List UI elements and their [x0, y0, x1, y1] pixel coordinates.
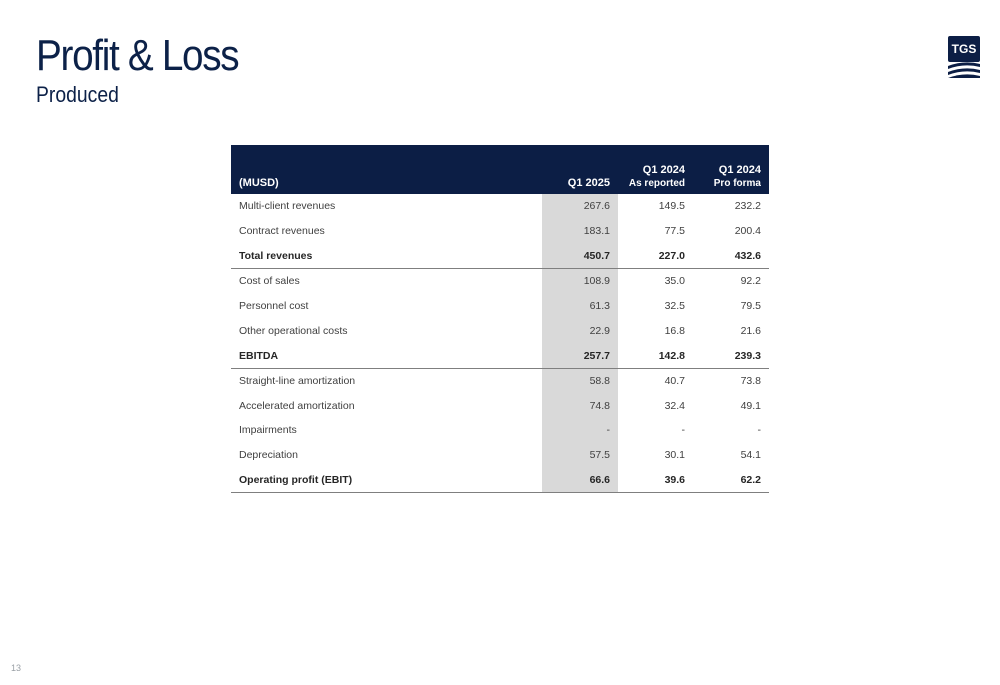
row-value: 183.1: [542, 218, 618, 244]
profit-loss-table: (MUSD) Q1 2025 Q1 2024 As reported Q1 20…: [231, 145, 769, 494]
page-number: 13: [11, 663, 22, 673]
row-value: 232.2: [734, 200, 761, 213]
row-value: 149.5: [658, 200, 685, 213]
row-value: -: [681, 424, 686, 437]
table-row: Cost of sales 108.9 35.0 92.2: [231, 268, 769, 294]
row-value: 66.6: [542, 467, 618, 494]
row-label: Impairments: [239, 424, 297, 437]
row-value: 62.2: [693, 467, 769, 494]
row-label: Cost of sales: [239, 275, 300, 288]
row-value: -: [757, 424, 762, 437]
logo-text: TGS: [952, 42, 977, 56]
table-row: Other operational costs 22.9 16.8 21.6: [231, 318, 769, 344]
row-value: 74.8: [542, 393, 618, 419]
header-col-title: Q1 2025: [567, 177, 610, 189]
header-col-title: Q1 2024: [718, 164, 761, 176]
row-label: Other operational costs: [239, 324, 348, 337]
row-value: 200.4: [734, 225, 761, 238]
table-row: Accelerated amortization 74.8 32.4 49.1: [231, 393, 769, 419]
header-col-title: Q1 2024: [642, 164, 685, 176]
row-label: Operating profit (EBIT): [231, 467, 542, 494]
page-title: Profit & Loss: [36, 31, 240, 80]
table-row: Contract revenues 183.1 77.5 200.4: [231, 218, 769, 244]
table-row: Depreciation 57.5 30.1 54.1: [231, 442, 769, 468]
row-value: -: [542, 418, 618, 443]
row-value: 57.5: [542, 442, 618, 468]
row-value: 142.8: [618, 343, 693, 369]
page-subtitle: Produced: [36, 82, 119, 107]
table-row: Multi-client revenues 267.6 149.5 232.2: [231, 194, 769, 219]
row-label: Accelerated amortization: [239, 399, 355, 412]
row-value: 22.9: [542, 318, 618, 344]
row-value: 450.7: [542, 243, 618, 270]
header-col-q1-2024-proforma: Q1 2024 Pro forma: [693, 145, 769, 194]
row-value: 239.3: [693, 343, 769, 369]
row-label: Straight-line amortization: [239, 374, 356, 387]
row-label: Total revenues: [231, 243, 542, 270]
header-unit-label: (MUSD): [239, 177, 279, 189]
row-value: 257.7: [542, 343, 618, 369]
row-label: Multi-client revenues: [239, 200, 336, 213]
row-value: 58.8: [542, 368, 618, 394]
row-label: EBITDA: [231, 343, 542, 369]
row-label: Contract revenues: [239, 225, 325, 238]
row-value: 432.6: [693, 243, 769, 270]
header-col-subtitle: As reported: [628, 178, 685, 189]
tgs-logo: TGS: [948, 36, 980, 78]
row-value: 267.6: [542, 194, 618, 219]
row-value: 21.6: [740, 324, 761, 337]
row-value: 77.5: [664, 225, 685, 238]
row-value: 61.3: [542, 293, 618, 319]
row-value: 35.0: [664, 275, 685, 288]
header-col-q1-2024-reported: Q1 2024 As reported: [618, 145, 693, 194]
table-row: Straight-line amortization 58.8 40.7 73.8: [231, 368, 769, 394]
table-row: Impairments - - -: [231, 418, 769, 443]
row-value: 108.9: [542, 268, 618, 294]
table-row: Operating profit (EBIT) 66.6 39.6 62.2: [231, 467, 769, 494]
row-value: 30.1: [664, 449, 685, 462]
row-value: 16.8: [664, 324, 685, 337]
header-col-q1-2025: Q1 2025: [542, 145, 618, 194]
row-label: Personnel cost: [239, 300, 309, 312]
row-value: 92.2: [740, 275, 761, 288]
row-value: 79.5: [740, 300, 761, 312]
table-row: Total revenues 450.7 227.0 432.6: [231, 243, 769, 270]
row-label: Depreciation: [239, 449, 298, 462]
row-value: 32.5: [664, 300, 685, 312]
row-value: 73.8: [740, 374, 761, 387]
table-row: EBITDA 257.7 142.8 239.3: [231, 343, 769, 369]
row-value: 32.4: [664, 399, 685, 412]
table-row: Personnel cost 61.3 32.5 79.5: [231, 293, 769, 319]
header-col-subtitle: Pro forma: [713, 178, 761, 189]
row-value: 49.1: [740, 399, 761, 412]
row-value: 227.0: [618, 243, 693, 270]
table-header-row: (MUSD) Q1 2025 Q1 2024 As reported Q1 20…: [231, 145, 769, 194]
row-value: 54.1: [740, 449, 761, 462]
row-value: 39.6: [618, 467, 693, 494]
row-value: 40.7: [664, 374, 685, 387]
